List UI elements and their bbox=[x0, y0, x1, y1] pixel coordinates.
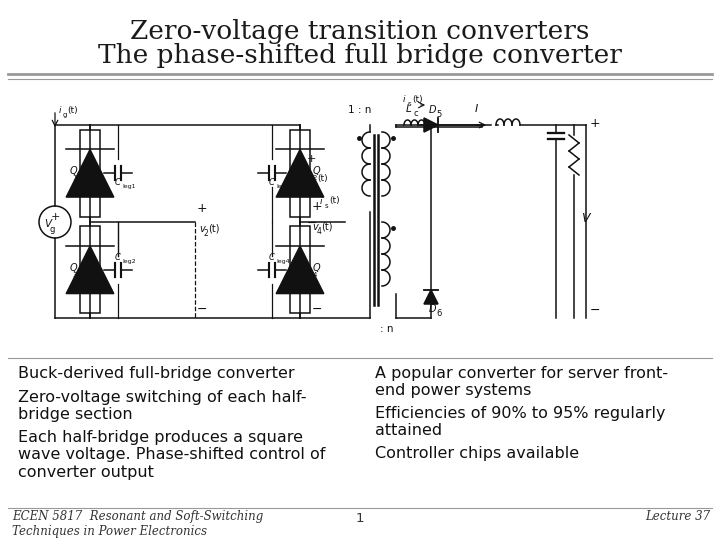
Text: +: + bbox=[197, 201, 207, 214]
Text: Q: Q bbox=[313, 166, 320, 176]
Polygon shape bbox=[66, 246, 114, 294]
Text: 2: 2 bbox=[313, 176, 318, 181]
Text: Lecture 37: Lecture 37 bbox=[645, 510, 710, 523]
Text: (t): (t) bbox=[317, 174, 328, 184]
Text: Zero-voltage transition converters: Zero-voltage transition converters bbox=[130, 19, 590, 44]
Polygon shape bbox=[424, 118, 438, 132]
Text: +: + bbox=[307, 153, 316, 164]
Polygon shape bbox=[66, 150, 114, 197]
Text: I: I bbox=[475, 104, 478, 114]
Text: 4: 4 bbox=[313, 272, 318, 278]
Text: leg4: leg4 bbox=[276, 259, 289, 264]
Text: (t): (t) bbox=[412, 95, 423, 104]
Text: −: − bbox=[197, 303, 207, 316]
Text: v: v bbox=[312, 221, 318, 232]
Polygon shape bbox=[276, 150, 324, 197]
Text: leg2: leg2 bbox=[122, 259, 135, 264]
Text: −: − bbox=[312, 303, 323, 316]
Text: D: D bbox=[429, 105, 436, 115]
Text: 4: 4 bbox=[317, 226, 322, 235]
Text: −: − bbox=[590, 304, 600, 317]
Text: 1: 1 bbox=[73, 176, 77, 181]
Text: (t): (t) bbox=[208, 224, 220, 233]
Text: C: C bbox=[269, 253, 275, 262]
Text: 1 : n: 1 : n bbox=[348, 105, 372, 115]
Text: +: + bbox=[312, 199, 323, 213]
Bar bbox=[290, 130, 310, 217]
Text: D: D bbox=[429, 304, 436, 314]
Text: C: C bbox=[115, 253, 121, 262]
Bar bbox=[80, 130, 100, 217]
Text: (t): (t) bbox=[329, 197, 340, 206]
Text: s: s bbox=[325, 202, 328, 208]
Polygon shape bbox=[424, 290, 438, 304]
Text: leg3: leg3 bbox=[276, 184, 289, 189]
Text: leg1: leg1 bbox=[122, 184, 135, 189]
Text: L: L bbox=[406, 104, 412, 114]
Text: Efficiencies of 90% to 95% regularly
attained: Efficiencies of 90% to 95% regularly att… bbox=[375, 406, 665, 438]
Text: 3: 3 bbox=[73, 272, 77, 278]
Text: (t): (t) bbox=[67, 106, 78, 115]
Text: c: c bbox=[414, 109, 418, 118]
Text: Controller chips available: Controller chips available bbox=[375, 446, 579, 461]
Text: v: v bbox=[199, 224, 204, 233]
Text: Buck-derived full-bridge converter: Buck-derived full-bridge converter bbox=[18, 366, 294, 381]
Bar bbox=[290, 226, 310, 313]
Text: +: + bbox=[50, 212, 60, 222]
Bar bbox=[80, 226, 100, 313]
Text: s: s bbox=[408, 101, 412, 107]
Text: i: i bbox=[59, 106, 61, 115]
Text: ECEN 5817  Resonant and Soft-Switching
Techniques in Power Electronics: ECEN 5817 Resonant and Soft-Switching Te… bbox=[12, 510, 264, 538]
Text: 5: 5 bbox=[436, 110, 441, 119]
Polygon shape bbox=[276, 246, 324, 294]
Text: V: V bbox=[581, 212, 590, 225]
Text: i: i bbox=[320, 197, 323, 206]
Text: The phase-shifted full bridge converter: The phase-shifted full bridge converter bbox=[98, 44, 622, 69]
Text: Q: Q bbox=[69, 263, 77, 273]
Text: C: C bbox=[269, 178, 275, 187]
Text: Q: Q bbox=[313, 263, 320, 273]
Text: v: v bbox=[308, 174, 313, 184]
Text: i: i bbox=[403, 95, 405, 104]
Text: Each half-bridge produces a square
wave voltage. Phase-shifted control of
conver: Each half-bridge produces a square wave … bbox=[18, 430, 325, 480]
Text: +: + bbox=[590, 117, 600, 130]
Text: (t): (t) bbox=[321, 221, 333, 232]
Text: 1: 1 bbox=[356, 512, 364, 525]
Text: : n: : n bbox=[380, 324, 394, 334]
Text: V: V bbox=[45, 219, 52, 229]
Text: 2: 2 bbox=[204, 228, 209, 238]
Text: −: − bbox=[307, 217, 318, 230]
Text: A popular converter for server front-
end power systems: A popular converter for server front- en… bbox=[375, 366, 668, 399]
Text: g: g bbox=[49, 225, 55, 233]
Text: Q: Q bbox=[69, 166, 77, 176]
Text: 6: 6 bbox=[436, 309, 441, 318]
Text: g: g bbox=[63, 112, 68, 118]
Text: s: s bbox=[313, 180, 317, 186]
Text: Zero-voltage switching of each half-
bridge section: Zero-voltage switching of each half- bri… bbox=[18, 390, 307, 422]
Text: C: C bbox=[115, 178, 121, 187]
